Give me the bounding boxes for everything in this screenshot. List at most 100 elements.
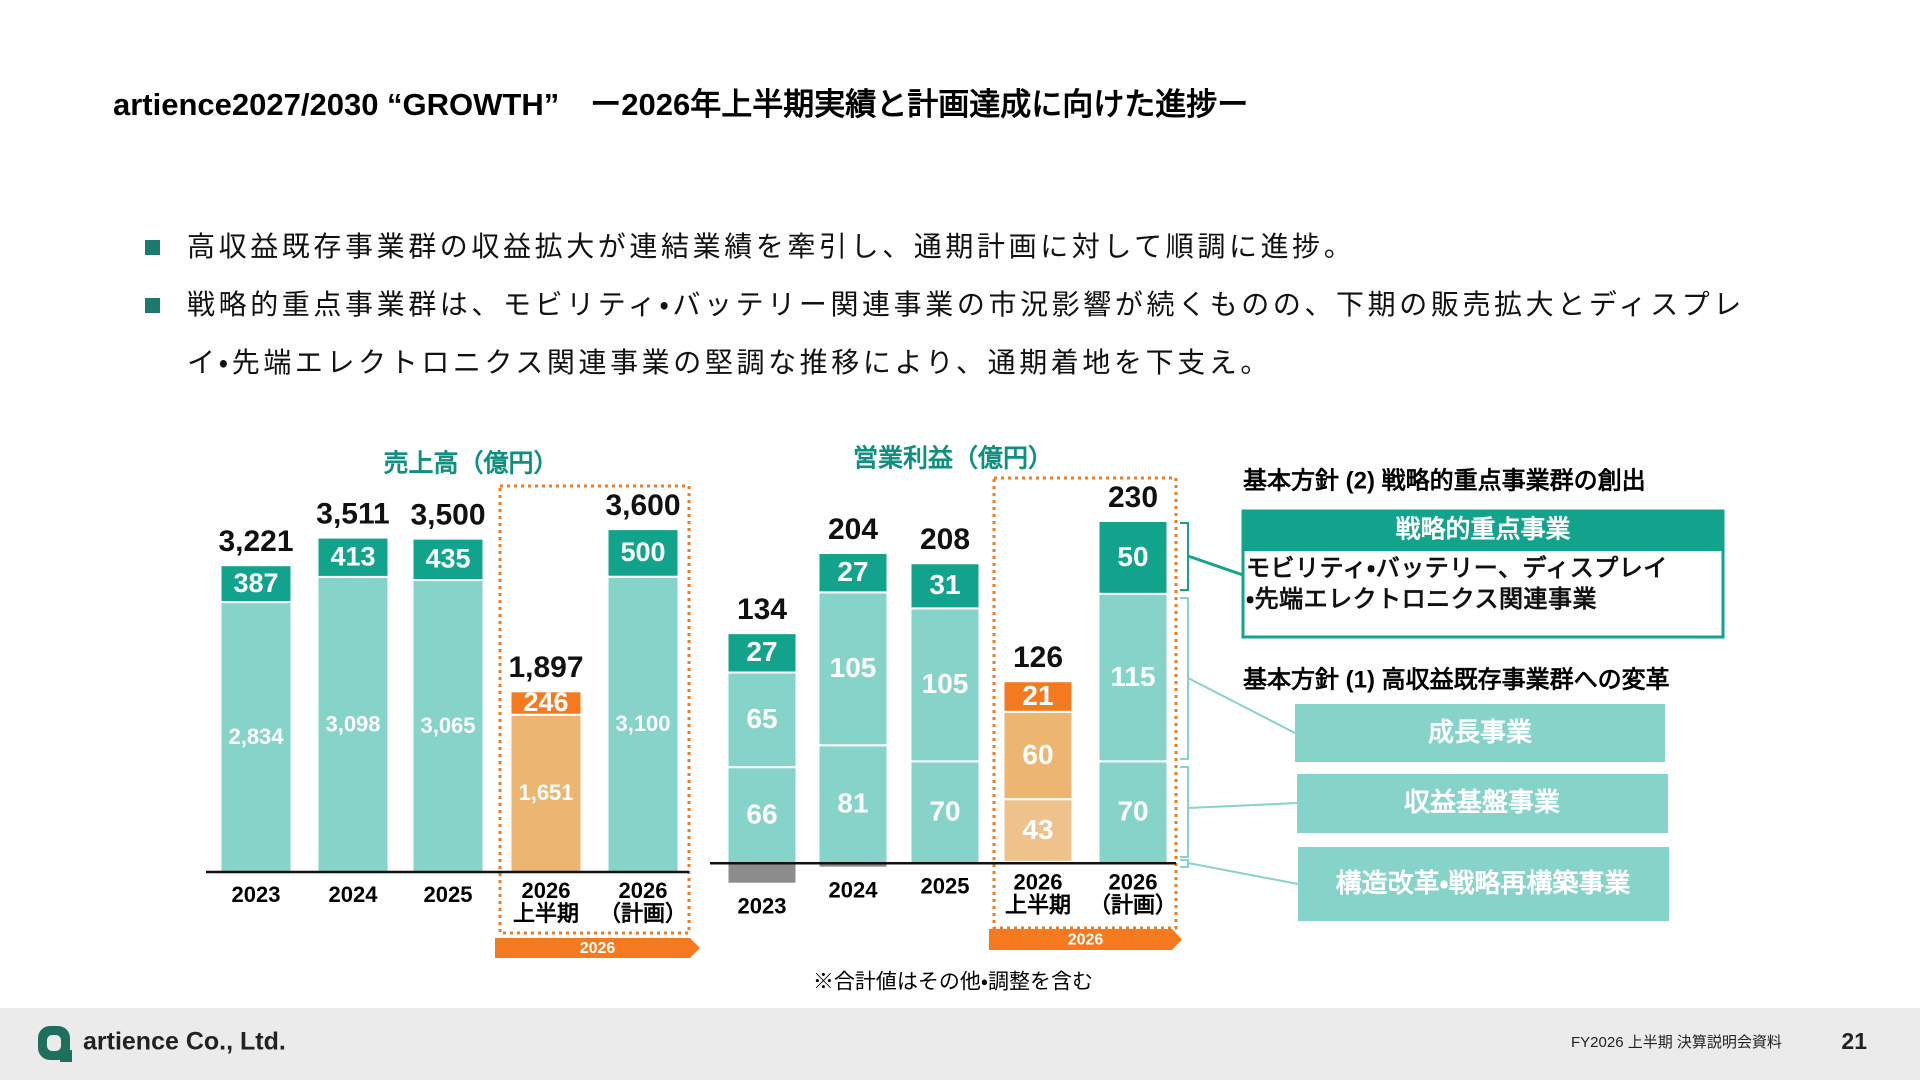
bar-segment [509, 713, 583, 873]
bar-segment [817, 591, 889, 747]
segment-label: 50 [1117, 541, 1148, 572]
item-label: 構造改革・戦略再構築事業 [1336, 868, 1631, 898]
bracket [1180, 766, 1189, 858]
segment-label: 246 [523, 687, 568, 717]
bar-segment [1097, 519, 1169, 595]
bullet: 戦略的重点事業群は、モビリティ・バッテリー関連事業の市況影響が続くものの、下期の… [145, 276, 1765, 392]
bullet-marker [145, 298, 160, 313]
total-label: 1,897 [508, 651, 583, 684]
item-label: 成長事業 [1428, 717, 1532, 747]
bar-segment [909, 607, 981, 763]
item-box [1297, 774, 1668, 833]
logo [38, 1026, 72, 1062]
group-tag [495, 938, 700, 958]
group-label: 2026 [580, 940, 616, 957]
bar-segment [219, 564, 293, 604]
connector [1187, 554, 1244, 577]
segment-label: 3,100 [615, 711, 670, 736]
bar-segment [509, 690, 583, 716]
x-tick-label: 2026 上半期 [513, 878, 579, 926]
footer-band [0, 1008, 1920, 1080]
total-label: 134 [737, 593, 787, 626]
group-box [498, 484, 691, 935]
existing-heading: 基本方針 (1) 高収益既存事業群への変革 [1243, 665, 1670, 693]
bar-segment [909, 562, 981, 610]
bullet-marker [145, 240, 160, 255]
x-tick-label: 2023 [232, 882, 281, 907]
bar-segment [726, 632, 798, 674]
bar-segment [219, 601, 293, 874]
x-tick-label: 2024 [329, 882, 379, 907]
connector [1187, 802, 1298, 809]
note: ※合計値はその他・調整を含む [813, 971, 1093, 994]
bullet-text: 戦略的重点事業群は、モビリティ・バッテリー関連事業の市況影響が続くものの、下期の… [187, 289, 1745, 378]
logo-tail [60, 1050, 72, 1062]
chart-title: 売上高（億円） [383, 449, 558, 478]
bar-segment [817, 744, 889, 865]
bar-segment [316, 575, 390, 874]
slide-title: artience2027/2030 “GROWTH” ー2026年上半期実績と計… [113, 87, 1248, 122]
item-label: 収益基盤事業 [1404, 787, 1560, 817]
x-tick-label: 2025 [921, 873, 970, 898]
total-label: 204 [828, 513, 878, 546]
total-label: 208 [920, 523, 970, 556]
bullet-text: 高収益既存事業群の収益拡大が連結業績を牽引し、通期計画に対して順調に進捗。 [187, 231, 1356, 262]
segment-label: 105 [830, 652, 877, 683]
bracket [1180, 859, 1189, 868]
bar-segment [411, 537, 485, 582]
total-label: 3,500 [410, 499, 485, 532]
group-label: 2026 [1068, 932, 1104, 949]
segment-label: 105 [922, 668, 969, 699]
segment-label: 21 [1022, 680, 1053, 711]
segment-label: 2,834 [228, 724, 284, 749]
segment-label: 66 [746, 799, 777, 830]
chart-title: 営業利益（億円） [853, 444, 1053, 473]
bar-segment [726, 862, 798, 885]
segment-label: 43 [1022, 814, 1053, 845]
bar-segment [1097, 760, 1169, 865]
segment-label: 31 [929, 569, 960, 600]
x-tick-label: 2024 [829, 877, 879, 902]
total-label: 230 [1108, 481, 1158, 514]
group-box [992, 476, 1178, 930]
segment-label: 3,098 [325, 711, 380, 736]
segment-label: 1,651 [518, 780, 573, 805]
total-label: 126 [1013, 641, 1063, 674]
brackets [1180, 522, 1299, 885]
total-label: 3,221 [218, 525, 293, 558]
logo-hole [47, 1035, 61, 1051]
segment-label: 81 [837, 788, 868, 819]
strategic-title: 戦略的重点事業 [1395, 515, 1570, 544]
page-number: 21 [1841, 1028, 1867, 1054]
total-label: 3,600 [605, 489, 680, 522]
segment-label: 70 [929, 796, 960, 827]
segment-label: 27 [746, 636, 777, 667]
bracket [1180, 597, 1189, 760]
bar-segment [817, 552, 889, 594]
bar-segment [1002, 710, 1074, 801]
bullet: 高収益既存事業群の収益拡大が連結業績を牽引し、通期計画に対して順調に進捗。 [145, 218, 1765, 276]
strategic-body: モビリティ・バッテリー、ディスプレイ・先端エレクトロニクス関連事業 [1246, 555, 1668, 613]
segment-label: 387 [233, 568, 278, 598]
existing-boxes: 成長事業 収益基盤事業 構造改革・戦略再構築事業 [1295, 704, 1669, 921]
segment-label: 500 [620, 537, 665, 567]
x-tick-label: 2026 （計画） [599, 878, 687, 926]
x-tick-label: 2026 上半期 [1005, 869, 1071, 917]
bar-segment [726, 766, 798, 865]
segment-label: 115 [1110, 661, 1155, 692]
bracket [1180, 522, 1189, 591]
x-tick-label: 2026 （計画） [1089, 869, 1177, 917]
bar-segment [606, 528, 680, 578]
bar-segment [1002, 680, 1074, 713]
item-box [1298, 847, 1669, 921]
segment-label: 27 [837, 556, 868, 587]
segment-label: 65 [746, 703, 777, 734]
segment-label: 413 [330, 541, 375, 571]
bar-segment [726, 671, 798, 769]
bullet-list: 高収益既存事業群の収益拡大が連結業績を牽引し、通期計画に対して順調に進捗。 戦略… [145, 218, 1765, 392]
total-label: 3,511 [316, 497, 389, 530]
segment-label: 435 [425, 543, 470, 573]
strategic-heading: 基本方針 (2) 戦略的重点事業群の創出 [1243, 466, 1646, 494]
